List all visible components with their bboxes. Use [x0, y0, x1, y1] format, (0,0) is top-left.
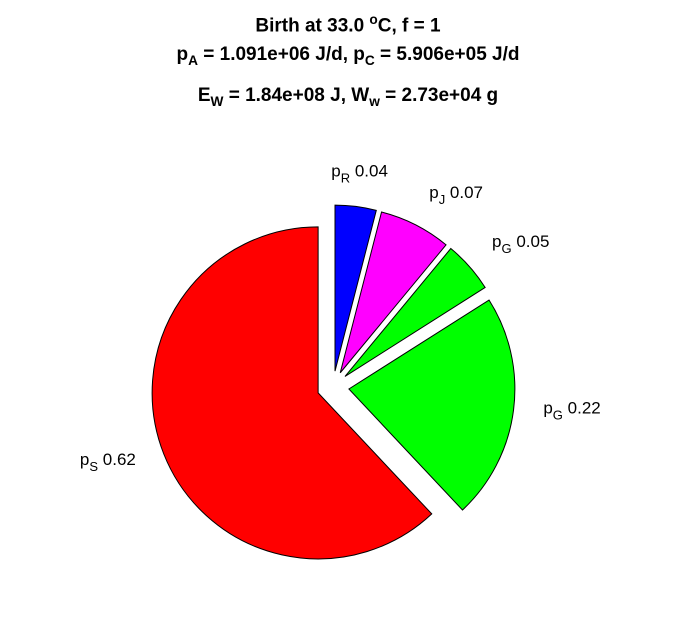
title-2-pc-value: = 5.906e+05 J/d: [374, 44, 520, 65]
pie-slice-pJ-1: [339, 211, 447, 374]
title-2-pa-sub: A: [188, 52, 198, 68]
title-2-pa-value: = 1.091e+06 J/d,: [197, 44, 354, 65]
title-line-2: pA = 1.091e+06 J/d, pC = 5.906e+05 J/d: [0, 44, 696, 68]
title-3-ww-symbol: W: [351, 85, 370, 106]
slice-label-pR-0: pR 0.04: [331, 162, 388, 186]
title-3-ew-symbol: E: [197, 85, 211, 106]
pie-slice-pG-3: [348, 299, 516, 511]
title-1-degree: o: [369, 12, 378, 27]
title-2-pc-sub: C: [364, 52, 375, 68]
title-3-ww-value: = 2.73e+04 g: [379, 85, 499, 106]
slice-label-pG-3: pG 0.22: [543, 399, 600, 423]
title-line-3: EW = 1.84e+08 J, Ww = 2.73e+04 g: [0, 85, 696, 109]
title-2-pc-symbol: p: [353, 44, 365, 65]
slice-label-pG-2: pG 0.05: [492, 232, 549, 256]
slice-label-pS-4: pS 0.62: [80, 450, 136, 474]
title-1-suffix: C, f = 1: [377, 15, 441, 37]
pie-slice-pR-0: [334, 204, 377, 372]
title-2-pa-symbol: p: [176, 44, 189, 65]
title-3-ew-sub: W: [210, 93, 224, 109]
title-1-prefix: Birth at 33.0: [255, 15, 370, 37]
title-line-1: Birth at 33.0 oC, f = 1: [0, 12, 696, 38]
slice-label-pJ-1: pJ 0.07: [429, 183, 483, 207]
pie-slice-pG-2: [344, 247, 486, 377]
title-3-ew-value: = 1.84e+08 J,: [223, 85, 352, 106]
title-3-ww-sub: w: [369, 93, 380, 109]
pie-slice-pS-4: [151, 226, 433, 560]
